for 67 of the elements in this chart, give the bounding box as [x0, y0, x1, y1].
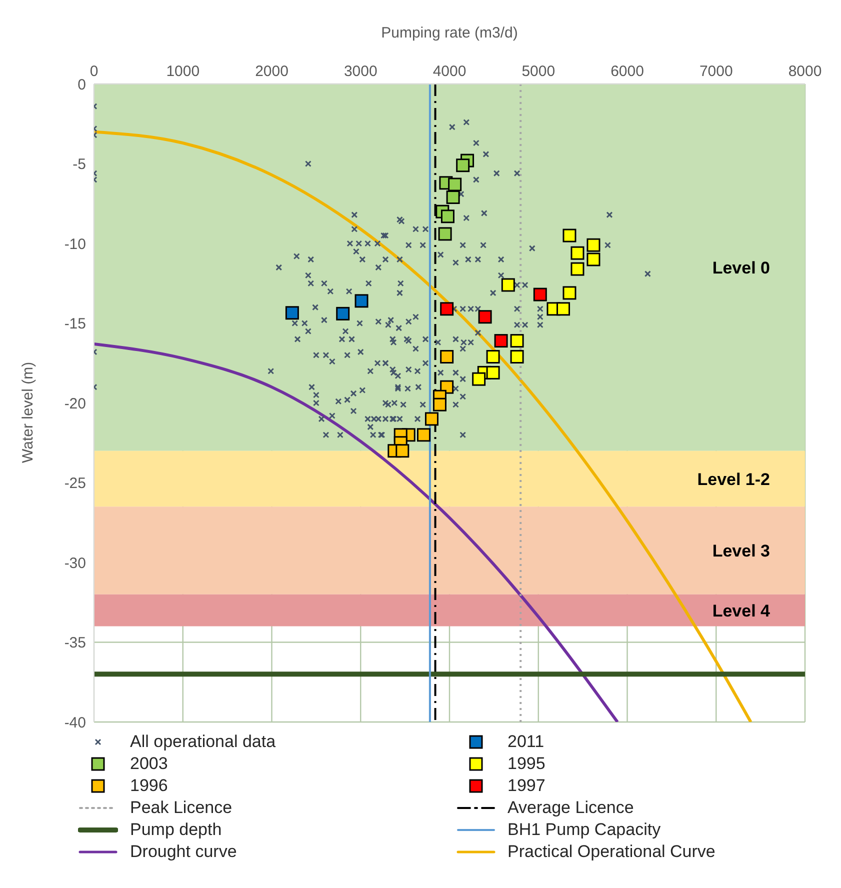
x-tick-label: 6000 — [610, 63, 644, 80]
point — [501, 278, 515, 292]
point — [440, 210, 454, 224]
point — [486, 366, 500, 380]
legend-label: Pump depth — [130, 820, 222, 840]
point — [424, 412, 438, 426]
point — [396, 444, 410, 458]
point — [586, 252, 600, 266]
x-tick-label: 4000 — [432, 63, 466, 80]
point — [336, 306, 350, 320]
point — [570, 262, 584, 276]
legend-label: Peak Licence — [130, 798, 232, 818]
x-axis-title: Pumping rate (m3/d) — [381, 24, 518, 42]
point — [446, 190, 460, 204]
point — [440, 350, 454, 364]
x-tick-label: 5000 — [522, 63, 556, 80]
point — [472, 372, 486, 386]
x-tick-label: 2000 — [255, 63, 288, 80]
legend-label: 1995 — [508, 754, 546, 774]
y-tick-label: -35 — [64, 634, 86, 652]
band-label: Level 1-2 — [697, 470, 770, 489]
y-axis-title: Water level (m) — [19, 362, 36, 463]
y-tick-label: -40 — [64, 714, 86, 732]
legend-label: 1996 — [130, 776, 168, 796]
band-label: Level 4 — [712, 601, 771, 620]
point — [562, 228, 576, 242]
x-tick-label: 1000 — [166, 63, 200, 80]
band-label: Level 0 — [712, 258, 770, 278]
point — [416, 428, 430, 442]
point — [510, 350, 524, 364]
legend-label: 2003 — [130, 754, 168, 774]
y-tick-label: -10 — [64, 236, 86, 253]
point — [494, 334, 508, 348]
point — [448, 178, 462, 192]
band-label: Level 3 — [712, 542, 770, 561]
legend-label: All operational data — [130, 732, 276, 752]
y-tick-label: -15 — [64, 316, 86, 333]
y-tick-label: -5 — [72, 156, 86, 174]
point — [354, 294, 368, 308]
point — [556, 302, 570, 316]
y-tick-label: -20 — [64, 395, 86, 412]
line-series — [94, 342, 619, 722]
y-tick-label: -25 — [64, 475, 86, 492]
y-tick-label: 0 — [78, 76, 86, 94]
point — [456, 158, 470, 172]
legend-label: BH1 Pump Capacity — [508, 820, 661, 840]
point — [533, 288, 547, 302]
point — [478, 310, 492, 324]
point — [510, 334, 524, 348]
point — [440, 302, 454, 316]
y-tick-label: -30 — [64, 554, 86, 572]
legend-label: Drought curve — [130, 842, 237, 862]
legend-label: Average Licence — [508, 798, 634, 818]
x-tick-label: 7000 — [699, 63, 733, 80]
point — [570, 246, 584, 260]
x-tick-label: 0 — [90, 63, 98, 80]
x-tick-label: 3000 — [344, 63, 378, 80]
legend-label: Practical Operational Curve — [508, 842, 716, 862]
point — [438, 227, 452, 241]
legend-label: 2011 — [508, 732, 544, 752]
point — [432, 398, 446, 412]
legend-label: 1997 — [508, 776, 546, 796]
point — [586, 238, 600, 252]
point — [486, 350, 500, 364]
x-tick-label: 8000 — [788, 63, 822, 80]
point — [562, 286, 576, 300]
point — [285, 306, 299, 320]
